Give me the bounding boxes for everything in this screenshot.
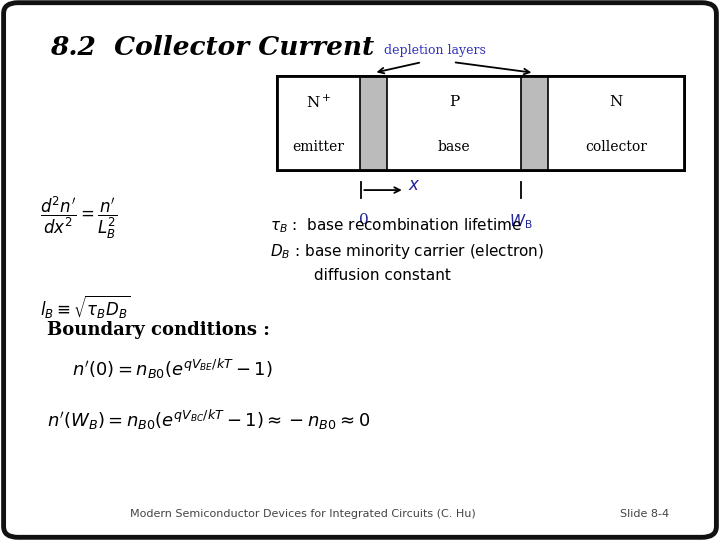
- Text: $D_B$ : base minority carrier (electron): $D_B$ : base minority carrier (electron): [270, 242, 544, 261]
- Text: N$^+$: N$^+$: [306, 93, 331, 111]
- Text: $n'(0) = n_{B0}(e^{qV_{BE}/kT} - 1)$: $n'(0) = n_{B0}(e^{qV_{BE}/kT} - 1)$: [72, 356, 273, 381]
- Bar: [521, 76, 548, 170]
- Text: Modern Semiconductor Devices for Integrated Circuits (C. Hu): Modern Semiconductor Devices for Integra…: [130, 509, 475, 519]
- Text: Boundary conditions :: Boundary conditions :: [47, 321, 270, 339]
- Text: P: P: [449, 95, 459, 109]
- Bar: [277, 76, 684, 170]
- Text: Slide 8-4: Slide 8-4: [620, 509, 669, 519]
- Text: 8.2  Collector Current: 8.2 Collector Current: [50, 35, 374, 60]
- FancyBboxPatch shape: [4, 3, 716, 537]
- Text: $\tau_B$ :  base recombination lifetime: $\tau_B$ : base recombination lifetime: [270, 216, 522, 235]
- Bar: [277, 76, 684, 170]
- Text: collector: collector: [585, 140, 647, 154]
- Text: $W_{\rm B}$: $W_{\rm B}$: [510, 213, 533, 232]
- Text: $\dfrac{d^2n^{\prime}}{dx^2} = \dfrac{n^{\prime}}{L_B^2}$: $\dfrac{d^2n^{\prime}}{dx^2} = \dfrac{n^…: [40, 194, 117, 241]
- Text: $n'(W_B) = n_{B0}(e^{qV_{BC}/kT} - 1) \approx -n_{B0} \approx 0$: $n'(W_B) = n_{B0}(e^{qV_{BC}/kT} - 1) \a…: [47, 408, 370, 432]
- Bar: [277, 76, 360, 170]
- Bar: [387, 76, 521, 170]
- Text: depletion layers: depletion layers: [384, 44, 486, 57]
- Text: 0: 0: [359, 213, 369, 227]
- Bar: [360, 76, 387, 170]
- Text: diffusion constant: diffusion constant: [270, 268, 451, 283]
- Text: base: base: [438, 140, 470, 154]
- Text: N: N: [609, 95, 623, 109]
- Text: $l_B \equiv \sqrt{\tau_B D_B}$: $l_B \equiv \sqrt{\tau_B D_B}$: [40, 294, 130, 321]
- Text: emitter: emitter: [292, 140, 345, 154]
- Text: $x$: $x$: [408, 177, 420, 194]
- Bar: [548, 76, 684, 170]
